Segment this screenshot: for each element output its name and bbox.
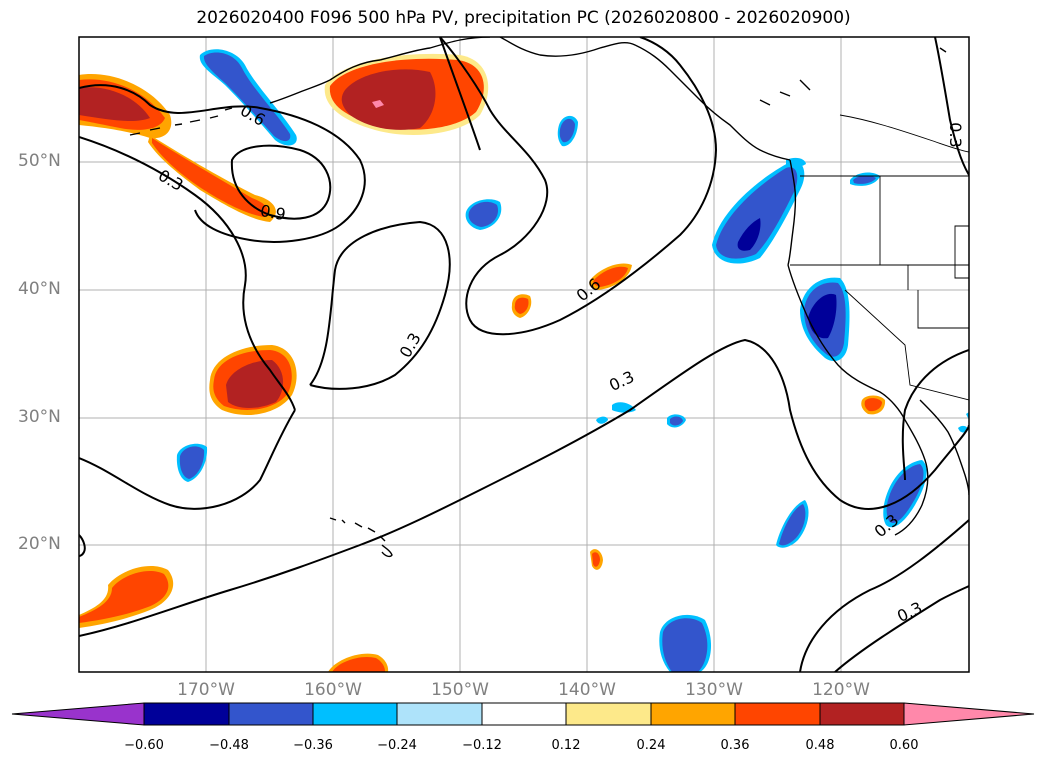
positive-precip-areas (79, 53, 886, 672)
colorbar-segment (565, 702, 652, 726)
colorbar-segment (481, 702, 567, 726)
colorbar-tick: 0.24 (636, 738, 666, 753)
colorbar-tick: −0.60 (124, 738, 164, 753)
lon-label: 120°W (812, 680, 870, 700)
lon-label: 170°W (177, 680, 235, 700)
lat-label: 20°N (18, 534, 61, 554)
colorbar-tick: −0.12 (462, 738, 502, 753)
plot-frame (78, 36, 970, 673)
colorbar-segment (143, 702, 230, 726)
colorbar-segment (734, 702, 821, 726)
lat-label: 50°N (18, 151, 61, 171)
colorbar-tick: 0.48 (805, 738, 835, 753)
contour-label: 0.3 (946, 122, 965, 147)
contour-label: 0.3 (894, 598, 925, 626)
contour-label: 0.3 (606, 367, 637, 395)
map-title: 2026020400 F096 500 hPa PV, precipitatio… (196, 8, 851, 28)
pv-contours (79, 37, 969, 672)
colorbar-tick: 0.60 (889, 738, 919, 753)
contour-label: 0.3 (396, 329, 425, 361)
lon-label: 140°W (558, 680, 616, 700)
colorbar-tick: −0.48 (209, 738, 249, 753)
lon-label: 130°W (685, 680, 743, 700)
lon-label: 150°W (431, 680, 489, 700)
colorbar-segment (228, 702, 314, 726)
colorbar-tick: −0.24 (377, 738, 417, 753)
lon-label: 160°W (304, 680, 362, 700)
colorbar-segment (312, 702, 398, 726)
colorbar (11, 702, 1035, 726)
colorbar-segment (819, 702, 905, 726)
colorbar-tick: −0.36 (293, 738, 333, 753)
colorbar-segment (650, 702, 736, 726)
colorbar-extend-high (903, 702, 1035, 726)
colorbar-tick: 0.12 (551, 738, 581, 753)
colorbar-tick: 0.36 (720, 738, 750, 753)
colorbar-segment (396, 702, 483, 726)
colorbar-extend-low (11, 702, 145, 726)
lat-label: 30°N (18, 407, 61, 427)
borders (790, 114, 969, 401)
contour-label: 0.9 (259, 201, 287, 224)
lat-label: 40°N (18, 279, 61, 299)
negative-precip-areas (176, 49, 969, 672)
coastlines (129, 37, 969, 558)
